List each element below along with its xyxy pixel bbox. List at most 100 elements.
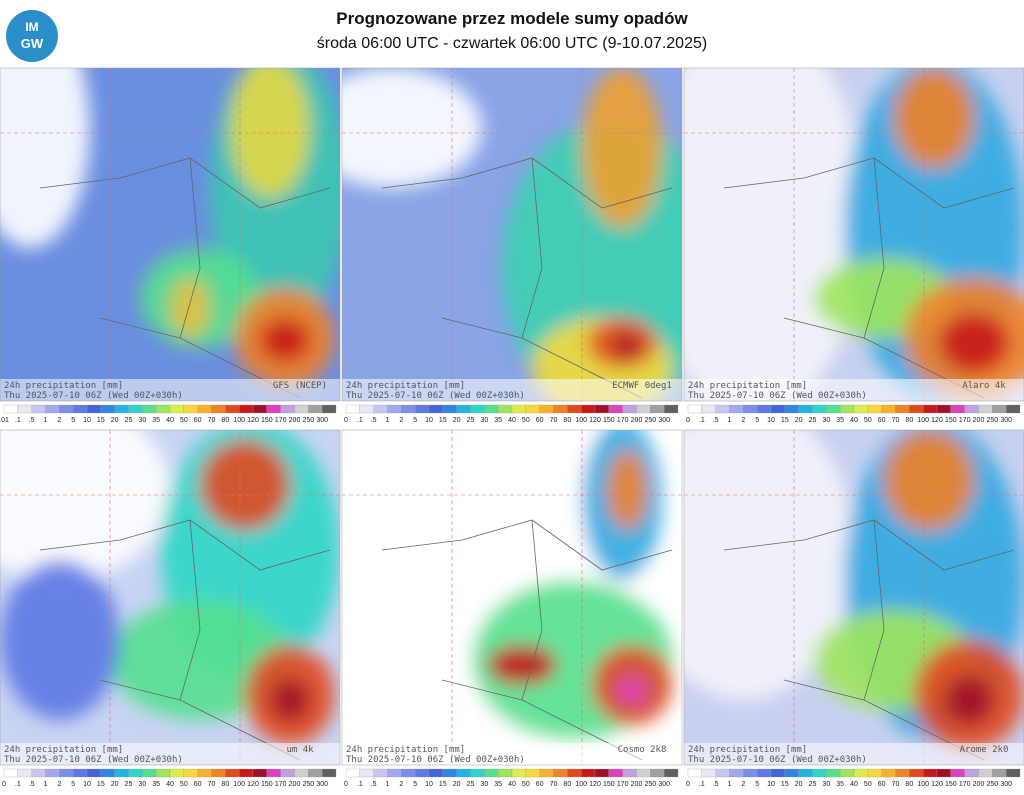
scale-swatch [211,404,226,414]
scale-swatch [308,404,323,414]
scale-swatch [511,404,526,414]
scale-label: .5 [29,781,35,788]
scale-label: 150 [945,417,957,424]
scale-swatch [114,768,129,778]
scale-label: 80 [221,417,229,424]
panel-border [0,429,341,766]
scale-label: 0 [686,781,690,788]
scale-label: 25 [125,417,133,424]
precip-area [170,278,210,338]
scale-swatch [498,768,513,778]
scale-swatch [59,404,74,414]
scale-label: 100 [233,781,245,788]
scale-swatch [594,404,609,414]
precip-field [342,68,682,401]
scale-swatch [812,768,827,778]
scale-swatch [100,768,115,778]
scale-label: 35 [836,781,844,788]
scale-label: 15 [781,417,789,424]
scale-label: 40 [850,417,858,424]
scale-swatch [484,768,499,778]
grid-lines [342,68,682,401]
scale-label: 250 [302,781,314,788]
scale-swatch [31,768,46,778]
scale-swatch [225,404,240,414]
precip-area [0,68,90,248]
precip-field [684,68,1024,401]
map-panel: 24h precipitation [mm] Alaro 4k Thu 2025-0… [684,68,1024,401]
scale-label: 30 [138,417,146,424]
scale-label: 1 [44,417,48,424]
scale-swatch [909,768,924,778]
scale-label: 1 [728,417,732,424]
scale-swatch [867,768,882,778]
scale-label: 50 [180,781,188,788]
label-box [684,743,1024,765]
scale-swatch [923,404,938,414]
scale-swatch [664,768,679,778]
scale-swatch [1006,404,1021,414]
scale-swatch [73,768,88,778]
scale-swatch [581,768,596,778]
scale-label: 120 [931,417,943,424]
scale-swatch [950,404,965,414]
scale-swatch [128,404,143,414]
scale-label: 60 [194,781,202,788]
precip-area [270,678,310,722]
scale-label: 20 [111,781,119,788]
scale-label: 2 [741,781,745,788]
precip-area [260,318,310,362]
scale-label: 120 [247,781,259,788]
scale-swatch [45,768,60,778]
scale-swatch [608,768,623,778]
precip-area [684,430,854,700]
scale-swatch [86,404,101,414]
label-box [342,379,682,401]
valid-time: Thu 2025-07-10 06Z (Wed 00Z+030h) [346,391,525,401]
label-box [342,743,682,765]
grid-lines [684,68,1024,401]
label-box [0,743,340,765]
precip-area [110,600,290,720]
scale-swatch [853,768,868,778]
scale-label: 20 [453,417,461,424]
scale-swatch [687,404,702,414]
model-name: ECMWF 0deg1 [612,381,672,391]
scale-label: 170 [275,417,287,424]
scale-label: 80 [221,781,229,788]
scale-label: 100 [575,781,587,788]
scale-swatch [636,404,651,414]
model-name: Arome 2k0 [960,745,1009,755]
scale-swatch [757,768,772,778]
scale-swatch [511,768,526,778]
scale-swatch [197,404,212,414]
scale-label: 30 [480,781,488,788]
scale-swatch [729,404,744,414]
valid-time: Thu 2025-07-10 06Z (Wed 00Z+030h) [346,755,525,765]
scale-label: .5 [29,417,35,424]
scale-swatch [169,768,184,778]
precip-area [939,313,1009,373]
scale-swatch [798,768,813,778]
model-name: Cosmo 2k8 [618,745,667,755]
scale-label: 170 [617,417,629,424]
map-panel: 24h precipitation [mm] ECMWF 0deg1 Thu 202… [342,68,682,401]
precip-area [582,68,662,228]
scale-label: 170 [275,781,287,788]
scale-swatch [415,768,430,778]
scale-swatch [59,768,74,778]
scale-label: 70 [892,781,900,788]
scale-label: 50 [864,781,872,788]
scale-swatch [428,404,443,414]
scale-label: 0 [344,417,348,424]
scale-swatch [622,404,637,414]
scale-label: 60 [194,417,202,424]
scale-swatch [114,404,129,414]
scale-label: 150 [603,417,615,424]
precip-area [200,440,290,530]
scale-swatch [156,768,171,778]
maps: 24h precipitation [mm] GFS (NCEP) Thu 2025… [0,67,1024,788]
scale-swatch [322,768,337,778]
scale-label: 150 [261,417,273,424]
